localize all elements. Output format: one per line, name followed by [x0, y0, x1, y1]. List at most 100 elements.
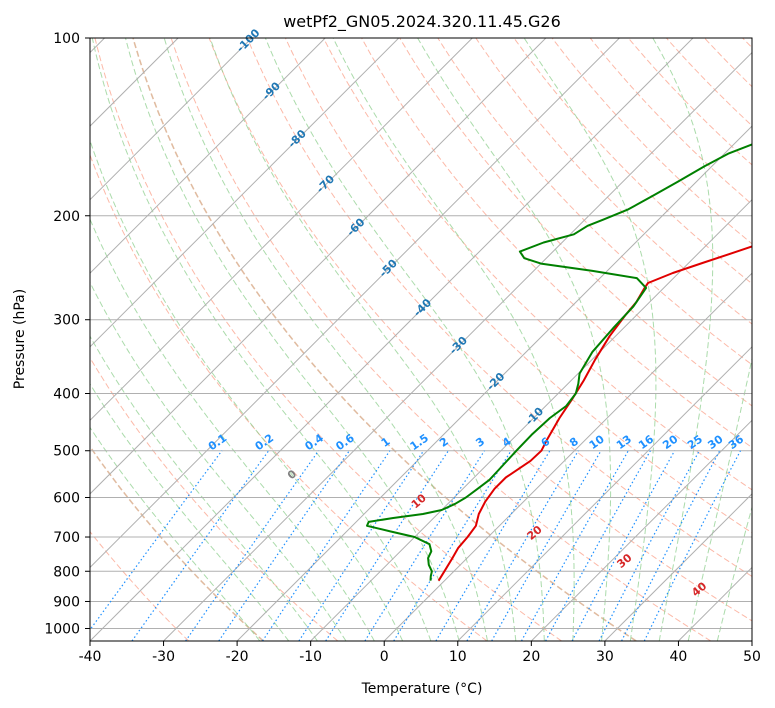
moist-adiabat-line: [91, 38, 432, 641]
moist-adiabat-label: 20: [525, 523, 545, 543]
dry-adiabat-line: [132, 38, 637, 641]
moist-adiabat-line: [90, 335, 318, 641]
dry-adiabat-line: [399, 38, 752, 407]
moist-adiabat-line: [716, 505, 752, 641]
dry-adiabat-line: [437, 38, 752, 366]
mixing-ratio-label: 3: [473, 435, 487, 450]
isotherm-line: [751, 640, 752, 641]
dry-adiabat-line: [246, 38, 752, 577]
moist-adiabat-line: [332, 38, 575, 641]
moist-adiabat-label: 10: [409, 491, 429, 511]
mixing-ratio-label: 36: [726, 432, 746, 452]
isotherm-line: [90, 38, 400, 348]
mixing-ratio-line: [598, 450, 700, 641]
x-axis: -40 -30 -20 -10 0 10 20 30 40 50: [79, 641, 761, 665]
y-tick-label: 400: [53, 387, 80, 403]
dry-adiabat-line: [703, 38, 752, 88]
mixing-ratio-line: [435, 450, 551, 641]
dry-adiabat-highlight: [132, 38, 637, 641]
moist-adiabat-line: [90, 383, 290, 641]
mixing-ratio-label: 6: [539, 435, 553, 450]
mixing-ratio-label: 2: [437, 435, 451, 450]
x-axis-title: Temperature (°C): [361, 681, 483, 697]
mixing-ratio-label: 25: [685, 433, 705, 452]
mixing-ratio-line: [218, 450, 350, 641]
dry-adiabat-line: [665, 38, 752, 127]
x-tick-label: -30: [152, 649, 175, 665]
mixing-ratio-label: 0.2: [253, 431, 276, 453]
mixing-ratio-line: [298, 450, 425, 641]
moist-adiabats: [90, 38, 752, 641]
x-tick-label: -40: [79, 649, 102, 665]
isotherm-line: [530, 419, 752, 641]
y-tick-label: 1000: [44, 621, 80, 637]
mixing-ratio-line: [545, 450, 651, 641]
isotherm-line: [90, 38, 473, 422]
x-tick-label: 10: [449, 649, 467, 665]
mixing-ratio-line: [185, 450, 320, 641]
y-tick-label: 200: [53, 209, 80, 225]
x-tick-label: -10: [299, 649, 322, 665]
x-tick-label: 20: [522, 649, 540, 665]
mixing-ratio-line: [261, 450, 391, 641]
y-tick-label: 600: [53, 490, 80, 506]
moist-adiabat-line: [125, 38, 460, 641]
dry-adiabat-line: [90, 153, 488, 641]
y-tick-label: 300: [53, 313, 80, 329]
moist-adiabat-line: [163, 38, 488, 641]
isotherm-line: [90, 38, 253, 201]
mixing-ratio-label: 8: [567, 435, 581, 450]
dry-adiabat-line: [90, 356, 339, 641]
mixing-ratio-label: 0.4: [303, 431, 327, 453]
isotherm-line: [236, 125, 752, 641]
moist-adiabat-line: [90, 426, 261, 641]
x-tick-label: -20: [226, 649, 249, 665]
dry-adiabat-line: [475, 38, 752, 325]
moist-adiabat-line: [652, 38, 714, 641]
y-tick-label: 500: [53, 444, 80, 460]
mixing-ratio-line: [131, 450, 270, 641]
dry-adiabat-line: [208, 38, 752, 622]
mixing-ratio-lines: [90, 450, 742, 641]
isotherm-line: [310, 198, 752, 641]
dry-adiabat-line: [94, 38, 562, 641]
mixing-ratio-line: [491, 450, 602, 641]
isotherm-label: -100: [234, 26, 263, 55]
moist-adiabat-line: [90, 281, 347, 641]
mixing-ratio-line: [325, 450, 449, 641]
isotherm-line: [383, 272, 752, 641]
dry-adiabat-line: [90, 445, 264, 641]
mixing-ratio-line: [520, 450, 629, 641]
isotherms: [90, 38, 752, 641]
plot-frame: [89, 37, 753, 642]
moist-adiabat-line: [523, 38, 657, 641]
moist-adiabat-label: 0: [285, 467, 299, 482]
moist-adiabat-line: [209, 38, 517, 641]
dewpoint-profile: [366, 143, 752, 581]
chart-title: wetPf2_GN05.2024.320.11.45.G26: [283, 12, 561, 32]
moist-adiabat-line: [264, 38, 545, 641]
moist-adiabat-line: [687, 356, 752, 641]
dry-adiabat-line: [90, 530, 190, 641]
mixing-ratio-label: 0.6: [333, 431, 357, 453]
moist-adiabat-line: [90, 138, 404, 641]
x-tick-label: 40: [670, 649, 688, 665]
isotherm-line: [90, 38, 547, 495]
mixing-ratio-line: [571, 450, 676, 641]
dry-adiabat-line: [741, 38, 752, 49]
profiles: [366, 143, 752, 582]
mixing-ratio-line: [393, 450, 512, 641]
pressure-grid: [90, 215, 752, 629]
mixing-ratio-line: [643, 450, 742, 641]
x-tick-label: 50: [743, 649, 761, 665]
isotherm-line: [163, 51, 752, 641]
y-tick-label: 900: [53, 594, 80, 610]
dry-adiabat-line: [361, 38, 752, 449]
isotherm-line: [604, 493, 752, 641]
dry-adiabat-line: [170, 38, 712, 641]
mixing-ratio-label: 0.1: [206, 431, 229, 453]
isotherm-line: [90, 38, 694, 641]
moist-adiabat-line: [417, 38, 612, 641]
y-tick-label: 700: [53, 530, 80, 546]
